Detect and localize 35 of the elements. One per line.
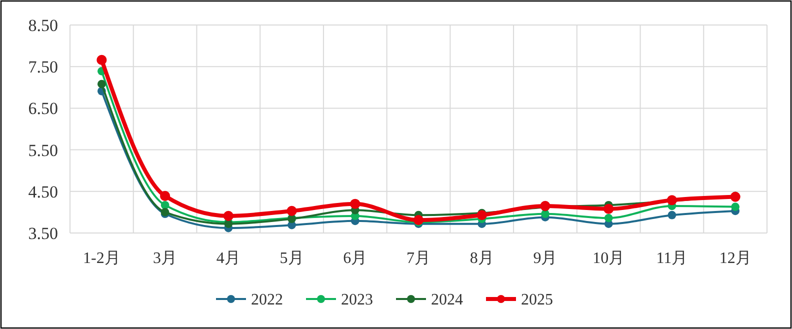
point xyxy=(160,190,170,202)
x-tick-label: 10月 xyxy=(592,250,625,267)
point xyxy=(540,200,550,211)
point xyxy=(604,214,613,222)
legend-label: 2024 xyxy=(431,292,463,309)
y-tick-label: 3.50 xyxy=(28,224,58,243)
x-tick-label: 1-2月 xyxy=(83,250,120,267)
point xyxy=(413,215,424,226)
point xyxy=(476,210,487,220)
y-tick-label: 4.50 xyxy=(28,182,58,202)
point xyxy=(160,200,170,210)
y-tick-label: 5.50 xyxy=(28,140,58,160)
legend-label: 2025 xyxy=(521,292,553,309)
x-tick-label: 12月 xyxy=(719,250,752,267)
point xyxy=(286,206,297,216)
x-tick-label: 8月 xyxy=(470,250,494,267)
x-tick-label: 4月 xyxy=(216,250,240,267)
point xyxy=(98,80,106,88)
point xyxy=(223,210,234,221)
y-tick-label: 8.50 xyxy=(28,16,58,35)
legend-label: 2022 xyxy=(251,292,283,309)
x-tick-label: 3月 xyxy=(153,250,178,267)
point xyxy=(731,202,740,211)
y-tick-label: 7.50 xyxy=(28,58,58,77)
x-tick-label: 7月 xyxy=(406,250,430,267)
x-tick-label: 9月 xyxy=(533,250,558,267)
point xyxy=(604,204,614,214)
x-tick-label: 5月 xyxy=(280,250,304,267)
legend-label: 2023 xyxy=(341,292,373,309)
point xyxy=(668,210,676,220)
point xyxy=(96,54,107,65)
point xyxy=(350,198,360,209)
x-tick-label: 6月 xyxy=(343,250,368,267)
x-tick-label: 11月 xyxy=(656,250,688,267)
y-tick-label: 6.50 xyxy=(28,99,58,118)
